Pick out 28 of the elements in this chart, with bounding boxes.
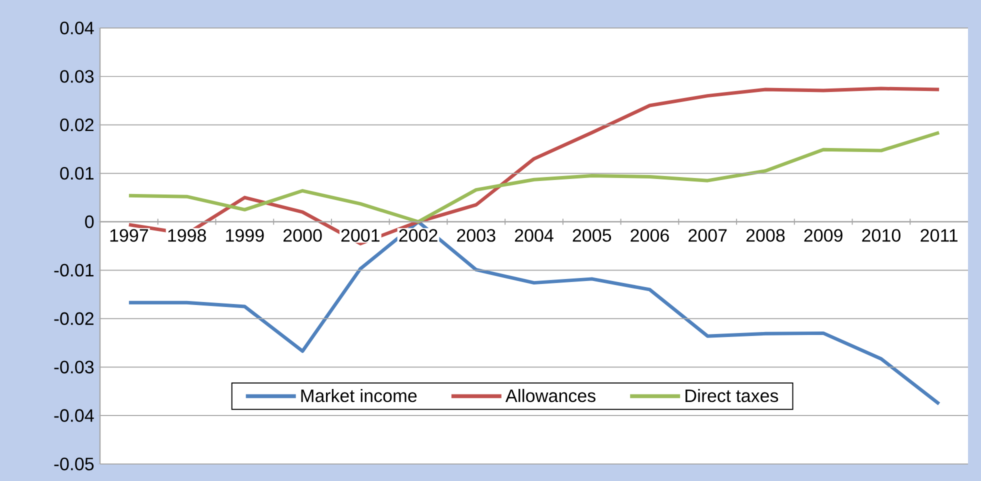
x-tick-label: 2005 xyxy=(572,229,612,242)
legend-label: Allowances xyxy=(505,388,596,402)
x-tick-label: 2011 xyxy=(920,229,958,242)
legend-label: Direct taxes xyxy=(686,388,778,402)
x-tick-label: 2003 xyxy=(457,229,496,242)
x-tick-label: 1999 xyxy=(226,229,264,242)
y-tick-label: -0.05 xyxy=(54,458,94,470)
y-tick-label: -0.01 xyxy=(54,264,94,277)
x-tick-label: 2004 xyxy=(514,229,554,242)
legend-label: Market income xyxy=(301,388,417,402)
x-tick-label: 2001 xyxy=(341,229,380,242)
y-tick-label: -0.04 xyxy=(54,409,94,422)
y-tick-label: 0 xyxy=(85,215,94,228)
y-tick-label: -0.02 xyxy=(54,312,94,325)
x-tick-label: 2002 xyxy=(399,229,438,242)
y-tick-label: 0.03 xyxy=(60,70,94,83)
x-tick-label: 2006 xyxy=(630,229,669,242)
x-tick-label: 1997 xyxy=(110,229,148,242)
y-tick-label: 0.02 xyxy=(60,118,94,132)
x-tick-label: 2000 xyxy=(284,229,322,242)
y-tick-label: 0.01 xyxy=(60,166,94,180)
x-tick-label: 2007 xyxy=(688,229,727,242)
x-tick-label: 2010 xyxy=(862,229,900,242)
y-tick-label: 0.04 xyxy=(60,22,94,34)
y-tick-label: -0.03 xyxy=(54,360,94,374)
line-series xyxy=(127,130,941,224)
x-tick-label: 2008 xyxy=(746,229,785,242)
x-tick-label: 2009 xyxy=(804,229,842,242)
